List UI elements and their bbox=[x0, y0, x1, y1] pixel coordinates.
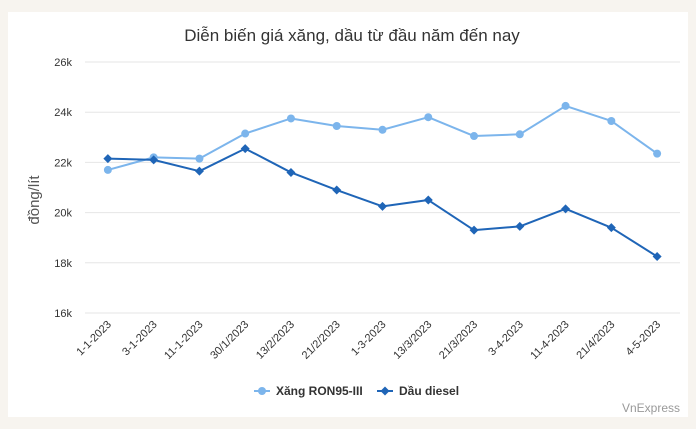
y-tick-label: 20k bbox=[54, 208, 72, 220]
data-point[interactable] bbox=[332, 122, 341, 131]
x-tick-label: 3-4-2023 bbox=[486, 319, 526, 359]
data-point[interactable] bbox=[470, 132, 479, 141]
data-point[interactable] bbox=[653, 149, 662, 158]
data-point[interactable] bbox=[561, 101, 570, 110]
data-point[interactable] bbox=[652, 252, 662, 262]
data-point[interactable] bbox=[103, 154, 113, 164]
series-0 bbox=[103, 101, 662, 174]
data-point[interactable] bbox=[515, 221, 525, 231]
x-tick-label: 30/1/2023 bbox=[208, 319, 251, 362]
legend-label: Xăng RON95-III bbox=[276, 384, 363, 398]
data-point[interactable] bbox=[515, 130, 524, 139]
legend-marker bbox=[258, 387, 266, 395]
data-point[interactable] bbox=[378, 125, 387, 134]
y-tick-label: 22k bbox=[54, 157, 72, 169]
y-tick-label: 24k bbox=[54, 107, 72, 119]
y-axis-ticks: 16k 18k 20k 22k 24k 26k bbox=[54, 57, 72, 320]
data-point[interactable] bbox=[469, 225, 479, 235]
x-tick-label: 11-1-2023 bbox=[162, 319, 205, 362]
source-credit: VnExpress bbox=[622, 401, 680, 415]
x-tick-label: 13/2/2023 bbox=[254, 319, 297, 362]
x-tick-label: 1-1-2023 bbox=[74, 319, 114, 359]
y-tick-label: 16k bbox=[54, 308, 72, 320]
data-point[interactable] bbox=[194, 166, 204, 176]
data-point[interactable] bbox=[241, 129, 250, 138]
series-group bbox=[103, 101, 662, 262]
chart-frame: Diễn biến giá xăng, dầu từ đầu năm đến n… bbox=[8, 12, 688, 417]
x-tick-label: 21/4/2023 bbox=[574, 319, 617, 362]
line-chart: Diễn biến giá xăng, dầu từ đầu năm đến n… bbox=[26, 26, 680, 415]
x-axis-ticks: 1-1-2023 3-1-2023 11-1-2023 30/1/2023 13/2/2… bbox=[74, 319, 663, 362]
data-point[interactable] bbox=[378, 201, 387, 211]
legend-label: Dầu diesel bbox=[399, 384, 459, 398]
y-tick-label: 18k bbox=[54, 258, 72, 270]
data-point[interactable] bbox=[424, 113, 433, 122]
gridlines bbox=[85, 61, 680, 314]
x-tick-label: 4-5-2023 bbox=[624, 319, 664, 359]
legend[interactable]: Xăng RON95-III Dầu diesel bbox=[254, 384, 459, 398]
chart-title: Diễn biến giá xăng, dầu từ đầu năm đến n… bbox=[184, 26, 520, 45]
series-line bbox=[107, 104, 658, 171]
y-tick-label: 26k bbox=[54, 57, 72, 69]
legend-marker bbox=[380, 386, 390, 396]
y-axis-label: đồng/lít bbox=[26, 175, 43, 225]
series-1 bbox=[103, 144, 662, 262]
x-tick-label: 3-1-2023 bbox=[120, 319, 160, 359]
x-tick-label: 1-3-2023 bbox=[349, 319, 389, 359]
x-tick-label: 11-4-2023 bbox=[528, 319, 571, 362]
data-point[interactable] bbox=[286, 167, 296, 177]
data-point[interactable] bbox=[195, 154, 204, 163]
legend-item[interactable]: Xăng RON95-III bbox=[254, 384, 363, 398]
data-point[interactable] bbox=[607, 116, 616, 125]
data-point[interactable] bbox=[286, 114, 295, 123]
x-tick-label: 13/3/2023 bbox=[391, 319, 434, 362]
data-point[interactable] bbox=[240, 144, 250, 154]
data-point[interactable] bbox=[561, 204, 571, 214]
x-tick-label: 21/3/2023 bbox=[437, 319, 480, 362]
x-tick-label: 21/2/2023 bbox=[300, 319, 343, 362]
data-point[interactable] bbox=[149, 155, 159, 165]
legend-item[interactable]: Dầu diesel bbox=[377, 384, 459, 398]
data-point[interactable] bbox=[606, 223, 616, 233]
data-point[interactable] bbox=[103, 165, 112, 174]
data-point[interactable] bbox=[332, 185, 342, 195]
data-point[interactable] bbox=[423, 195, 433, 205]
